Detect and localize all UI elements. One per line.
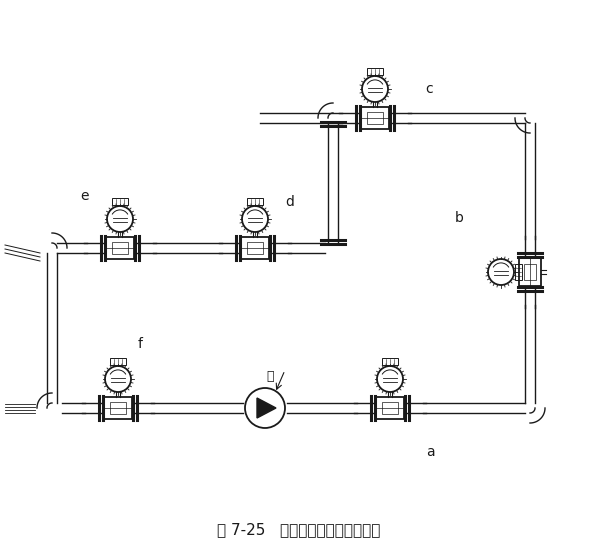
Bar	[376, 397, 404, 419]
Bar	[367, 68, 383, 75]
Polygon shape	[257, 398, 276, 418]
Bar	[241, 237, 269, 259]
Bar	[367, 112, 383, 124]
Bar	[112, 242, 128, 254]
Bar	[382, 402, 398, 414]
Text: e: e	[80, 189, 89, 203]
Text: 图 7-25   电磁流量传感器安装位置: 图 7-25 电磁流量传感器安装位置	[217, 522, 381, 537]
Bar	[110, 402, 126, 414]
Circle shape	[245, 388, 285, 428]
Text: b: b	[455, 211, 464, 225]
Text: 泵: 泵	[266, 370, 274, 383]
Text: c: c	[425, 82, 432, 96]
Text: d: d	[285, 195, 294, 209]
Bar	[361, 107, 389, 129]
Bar	[112, 198, 128, 205]
Bar	[110, 358, 126, 365]
Bar	[382, 358, 398, 365]
Bar	[524, 264, 536, 280]
Bar	[515, 264, 522, 280]
Bar	[104, 397, 132, 419]
Text: a: a	[426, 445, 434, 459]
Bar	[247, 242, 263, 254]
Bar	[106, 237, 134, 259]
Bar	[247, 198, 263, 205]
Text: f: f	[138, 337, 143, 351]
Bar	[519, 258, 541, 286]
